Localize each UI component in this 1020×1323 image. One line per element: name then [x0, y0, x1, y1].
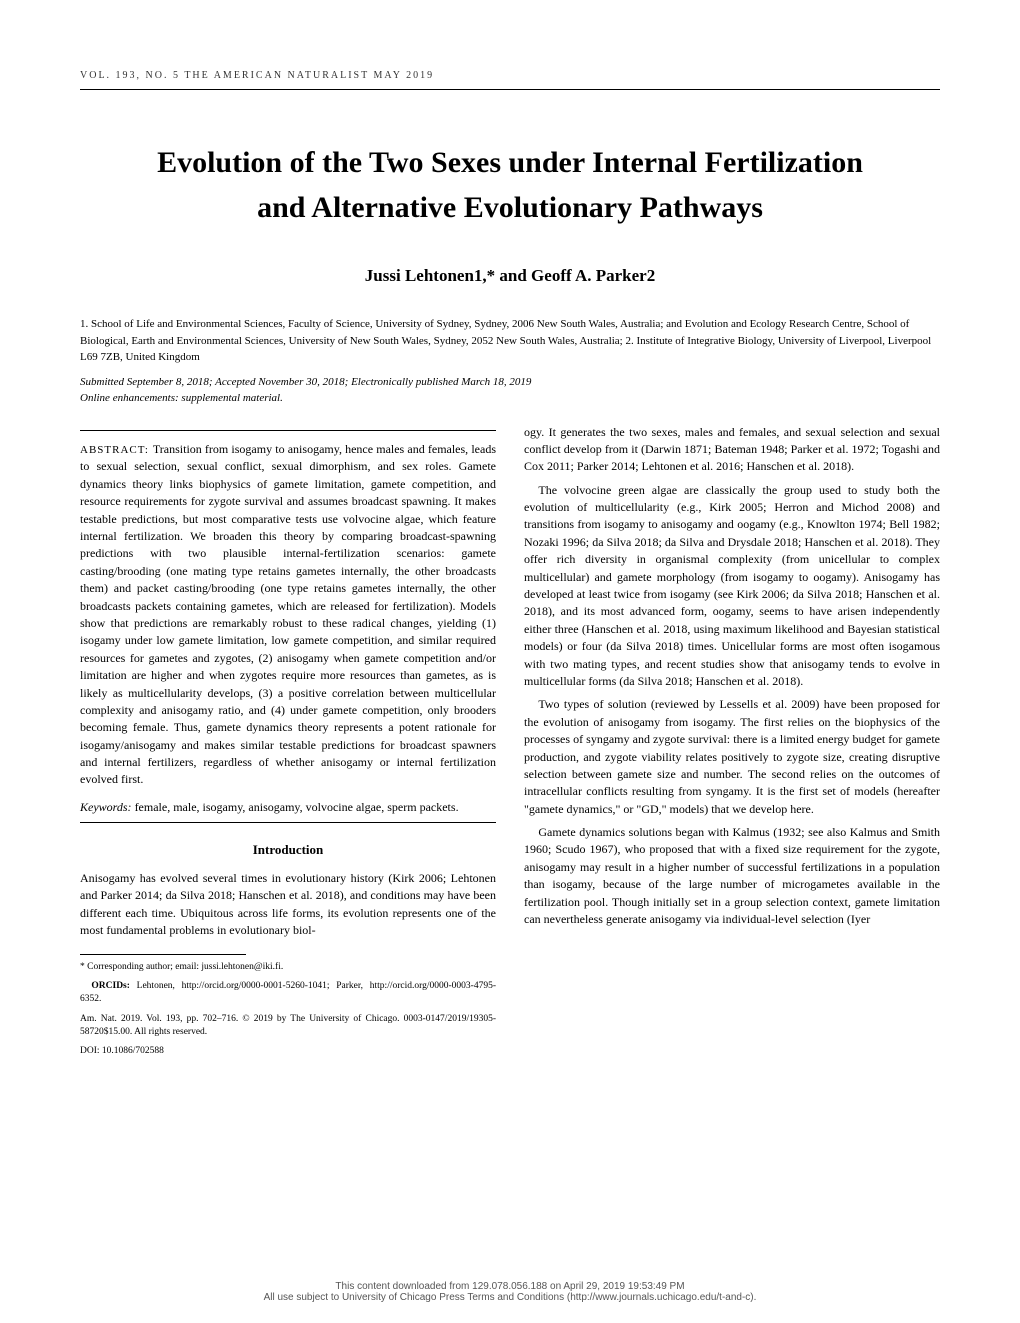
- authors: Jussi Lehtonen1,* and Geoff A. Parker2: [80, 266, 940, 286]
- header-rule: [80, 89, 940, 90]
- right-paragraph-3: Two types of solution (reviewed by Lesse…: [524, 696, 940, 818]
- keywords-text: female, male, isogamy, anisogamy, volvoc…: [132, 800, 459, 814]
- keywords-paragraph: Keywords: female, male, isogamy, anisoga…: [80, 799, 496, 816]
- right-column: ogy. It generates the two sexes, males a…: [524, 424, 940, 1065]
- page-footer: This content downloaded from 129.078.056…: [0, 1281, 1020, 1303]
- abstract-label: ABSTRACT:: [80, 444, 153, 456]
- footnote-corresponding-author: * Corresponding author; email: jussi.leh…: [80, 961, 496, 974]
- right-paragraph-2: The volvocine green algae are classicall…: [524, 482, 940, 691]
- left-column: ABSTRACT: Transition from isogamy to ani…: [80, 424, 496, 1065]
- footnote-orcids: ORCIDs: Lehtonen, http://orcid.org/0000-…: [80, 980, 496, 1007]
- footnote-rule: [80, 954, 246, 955]
- title-line-2: and Alternative Evolutionary Pathways: [257, 191, 763, 224]
- two-column-body: ABSTRACT: Transition from isogamy to ani…: [80, 424, 940, 1065]
- orcids-label: ORCIDs:: [91, 981, 130, 991]
- abstract-top-rule: [80, 430, 496, 431]
- online-enhancements: Online enhancements: supplemental materi…: [80, 392, 940, 404]
- abstract-paragraph: ABSTRACT: Transition from isogamy to ani…: [80, 441, 496, 789]
- running-head: vol. 193, no. 5 the american naturalist …: [80, 70, 940, 81]
- footer-download-info: This content downloaded from 129.078.056…: [0, 1281, 1020, 1292]
- footnote-citation: Am. Nat. 2019. Vol. 193, pp. 702–716. © …: [80, 1013, 496, 1040]
- footer-terms: All use subject to University of Chicago…: [0, 1292, 1020, 1303]
- article-title: Evolution of the Two Sexes under Interna…: [80, 140, 940, 230]
- footnote-doi: DOI: 10.1086/702588: [80, 1045, 496, 1058]
- enhancements-text: supplemental material.: [179, 392, 283, 404]
- introduction-heading: Introduction: [80, 841, 496, 860]
- affiliations: 1. School of Life and Environmental Scie…: [80, 316, 940, 366]
- title-line-1: Evolution of the Two Sexes under Interna…: [157, 146, 863, 179]
- enhancements-label: Online enhancements:: [80, 392, 179, 404]
- intro-paragraph-1: Anisogamy has evolved several times in e…: [80, 870, 496, 940]
- submission-info: Submitted September 8, 2018; Accepted No…: [80, 376, 940, 388]
- abstract-text: Transition from isogamy to anisogamy, he…: [80, 442, 496, 787]
- orcids-text: Lehtonen, http://orcid.org/0000-0001-526…: [80, 981, 496, 1004]
- abstract-bottom-rule: [80, 822, 496, 823]
- keywords-label: Keywords:: [80, 800, 132, 814]
- right-paragraph-4: Gamete dynamics solutions began with Kal…: [524, 824, 940, 928]
- right-paragraph-1: ogy. It generates the two sexes, males a…: [524, 424, 940, 476]
